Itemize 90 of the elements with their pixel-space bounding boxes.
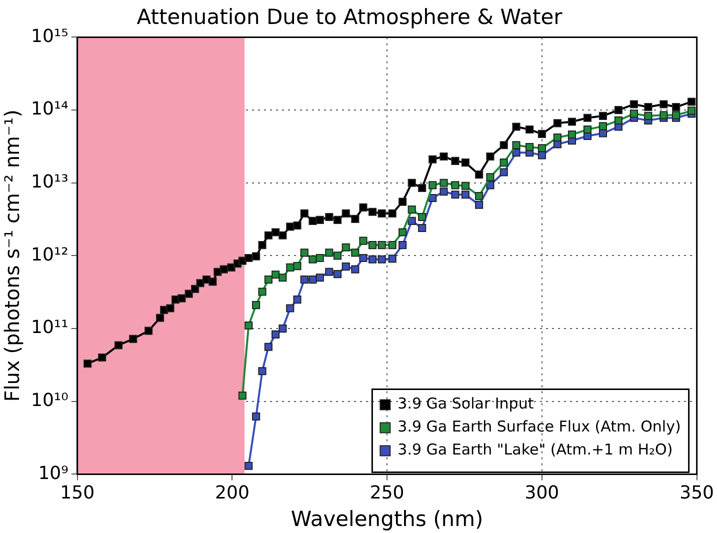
point [526, 143, 534, 152]
point [316, 254, 324, 262]
point [486, 181, 494, 190]
point [461, 182, 470, 190]
point [388, 254, 396, 263]
point [598, 129, 608, 138]
point [252, 301, 260, 310]
point [568, 130, 576, 139]
point [244, 462, 253, 470]
x-tick-label: 350 [680, 482, 714, 504]
point [342, 243, 350, 252]
point [428, 181, 437, 190]
point [418, 212, 426, 222]
point [351, 265, 360, 274]
point [408, 216, 416, 225]
point [451, 181, 460, 190]
y-tick-label: 10⁹ [38, 462, 68, 484]
point [538, 144, 546, 152]
point [440, 178, 448, 187]
point [408, 206, 416, 214]
legend-label: 3.9 Ga Earth Surface Flux (Atm. Only) [398, 418, 681, 436]
point [308, 255, 317, 264]
point [418, 224, 426, 232]
point [378, 255, 386, 264]
point [368, 241, 377, 250]
point [342, 262, 350, 271]
point [398, 241, 407, 250]
point [308, 276, 317, 284]
point [264, 276, 272, 284]
point [688, 106, 696, 115]
y-tick-label: 10¹⁵ [30, 26, 68, 47]
x-tick-label: 300 [524, 482, 560, 504]
x-axis-title: Wavelengths (nm) [290, 506, 484, 531]
point [512, 141, 520, 150]
y-tick-label: 10¹² [30, 244, 68, 266]
point [252, 412, 260, 421]
point [378, 241, 386, 250]
chart-title: Attenuation Due to Atmosphere & Water [136, 5, 563, 30]
point [461, 190, 470, 199]
point [325, 268, 334, 276]
point [238, 392, 246, 400]
legend-label: 3.9 Ga Solar Input [398, 394, 534, 413]
point [583, 125, 592, 134]
point [244, 321, 253, 330]
point [300, 276, 308, 284]
point [351, 248, 360, 257]
point [440, 188, 448, 196]
point [272, 270, 280, 279]
point [278, 274, 287, 282]
point [500, 168, 508, 176]
point [293, 262, 302, 270]
y-axis-title: Flux (photons s⁻¹ cm⁻² nm⁻¹) [0, 110, 24, 402]
point [500, 158, 508, 167]
point [278, 324, 287, 333]
point [598, 122, 608, 130]
point [553, 133, 562, 142]
x-tick-label: 200 [215, 482, 250, 504]
point [475, 192, 484, 200]
legend-label: 3.9 Ga Earth "Lake" (Atm.+1 m H₂O) [398, 440, 673, 459]
point [660, 111, 668, 120]
point [644, 112, 652, 120]
y-tick-label: 10¹³ [30, 172, 68, 193]
x-tick-label: 250 [370, 482, 404, 504]
point [672, 111, 680, 120]
point [451, 190, 460, 199]
point [333, 270, 342, 278]
y-tick-label: 10¹⁴ [30, 98, 68, 120]
point [398, 228, 407, 236]
point [359, 236, 368, 245]
point [293, 296, 302, 304]
y-tick-label: 10¹⁰ [30, 390, 68, 412]
point [388, 241, 396, 250]
point [512, 148, 520, 157]
point [333, 252, 342, 260]
point [258, 367, 266, 376]
point [359, 254, 368, 262]
point [630, 110, 638, 118]
point [486, 173, 494, 182]
point [316, 274, 324, 282]
point [368, 255, 377, 264]
point [475, 200, 484, 209]
point [614, 116, 622, 124]
point [258, 288, 266, 296]
point [286, 304, 294, 312]
point [325, 248, 334, 257]
x-tick-label: 150 [60, 482, 95, 504]
point [272, 330, 280, 338]
y-tick-label: 10¹¹ [30, 317, 68, 338]
point [264, 342, 272, 351]
point [300, 248, 308, 257]
